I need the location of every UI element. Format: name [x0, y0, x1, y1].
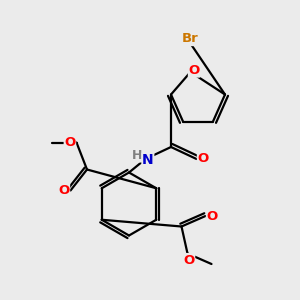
- Text: O: O: [183, 254, 195, 267]
- Text: O: O: [188, 64, 200, 77]
- Text: O: O: [197, 152, 209, 166]
- Text: O: O: [64, 136, 76, 149]
- Text: H: H: [132, 149, 142, 162]
- Text: O: O: [206, 209, 218, 223]
- Text: Br: Br: [182, 32, 199, 46]
- Text: N: N: [142, 154, 154, 167]
- Text: O: O: [58, 184, 70, 197]
